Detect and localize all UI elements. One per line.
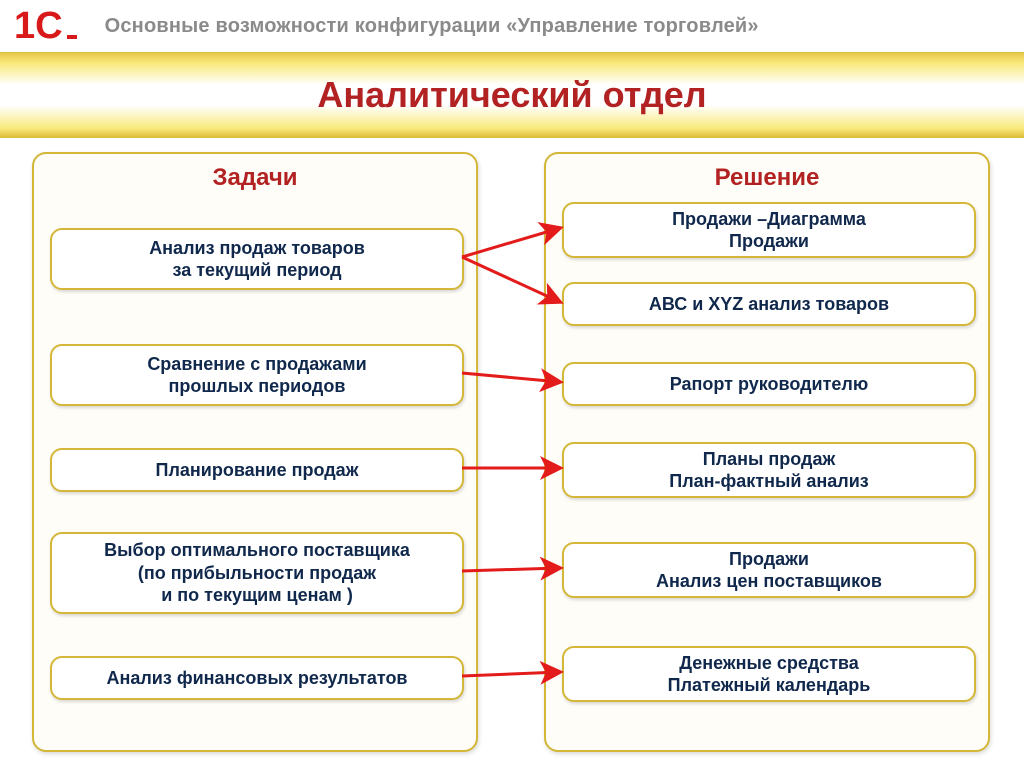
title-band: Аналитический отдел	[0, 52, 1024, 138]
header-subtitle: Основные возможности конфигурации «Управ…	[105, 15, 759, 38]
column-tasks-title: Задачи	[50, 164, 460, 192]
task-compare: Сравнение с продажамипрошлых периодов	[50, 344, 464, 406]
logo-underline-icon	[67, 11, 77, 41]
task-plan: Планирование продаж	[50, 448, 464, 492]
sol-abc: АВС и XYZ анализ товаров	[562, 282, 976, 326]
task-analysis: Анализ продаж товаровза текущий период	[50, 228, 464, 290]
sol-report: Рапорт руководителю	[562, 362, 976, 406]
sol-prices: ПродажиАнализ цен поставщиков	[562, 542, 976, 598]
column-solutions-title: Решение	[562, 164, 972, 192]
column-solutions: Решение Продажи –ДиаграммаПродажи АВС и X…	[544, 152, 990, 752]
diagram-canvas: Задачи Анализ продаж товаровза текущий п…	[0, 138, 1024, 768]
sol-money: Денежные средстваПлатежный календарь	[562, 646, 976, 702]
main-title: Аналитический отдел	[317, 74, 706, 116]
task-fin: Анализ финансовых результатов	[50, 656, 464, 700]
task-supplier: Выбор оптимального поставщика(по прибыль…	[50, 532, 464, 614]
sol-plans: Планы продажПлан-фактный анализ	[562, 442, 976, 498]
column-tasks: Задачи Анализ продаж товаровза текущий п…	[32, 152, 478, 752]
logo-text: 1С	[14, 7, 63, 45]
sol-diagram: Продажи –ДиаграммаПродажи	[562, 202, 976, 258]
header: 1С Основные возможности конфигурации «Уп…	[0, 0, 1024, 52]
logo-1c: 1С	[14, 7, 77, 45]
